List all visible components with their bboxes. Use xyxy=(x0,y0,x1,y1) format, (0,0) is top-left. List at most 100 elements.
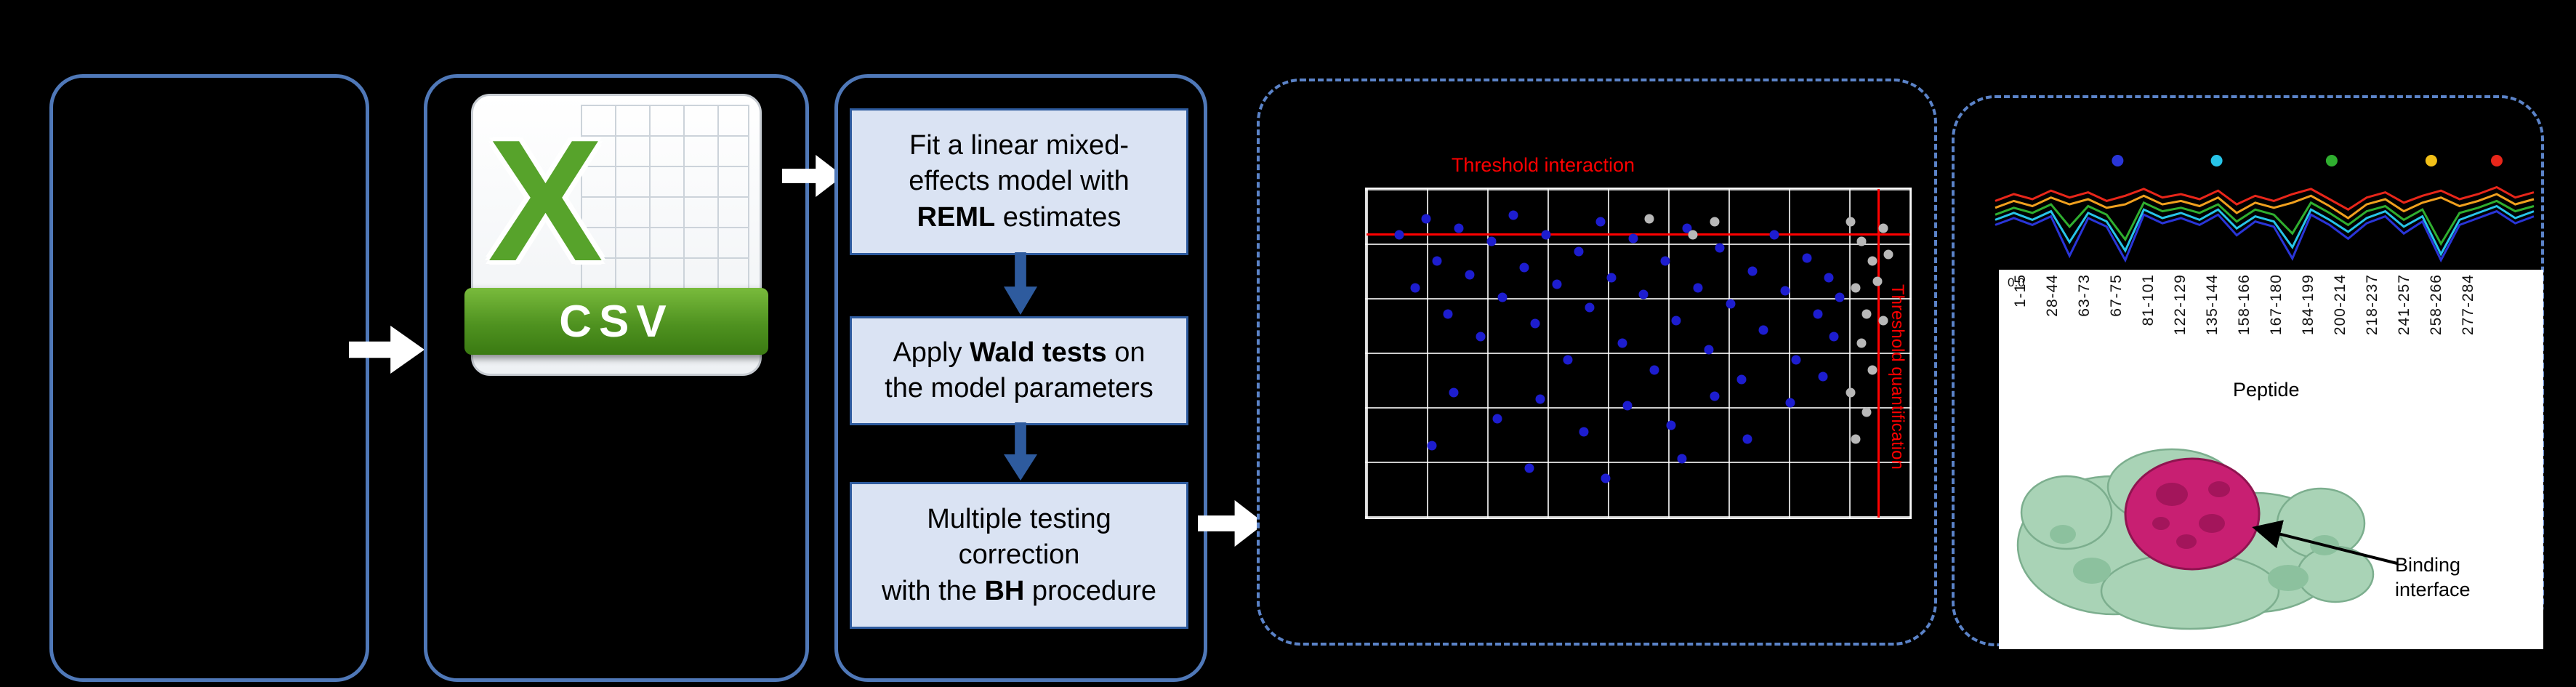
scatter-point-nonsignificant xyxy=(1861,407,1872,417)
scatter-point-significant xyxy=(1552,279,1562,289)
scatter-point-significant xyxy=(1606,273,1617,283)
scatter-point-significant xyxy=(1508,210,1518,220)
down-arrow-icon xyxy=(1004,252,1037,315)
right-arrow-icon xyxy=(1198,500,1265,547)
scatter-point-significant xyxy=(1742,434,1752,444)
binding-interface-region xyxy=(2124,457,2261,571)
peptide-tick-label: 258-266 xyxy=(2428,274,2444,336)
peptide-tick-label: 122-129 xyxy=(2172,274,2189,336)
scatter-point-significant xyxy=(1726,299,1736,309)
scatter-point-nonsignificant xyxy=(1644,214,1654,224)
scatter-point-significant xyxy=(1758,325,1768,335)
scatter-point-significant xyxy=(1519,262,1529,273)
scatter-point-nonsignificant xyxy=(1851,283,1861,293)
deuterium-uptake-chart xyxy=(1995,155,2535,263)
scatter-point-significant xyxy=(1736,374,1747,385)
scatter-point-significant xyxy=(1497,292,1508,302)
peptide-tick-label: 241-257 xyxy=(2396,274,2412,336)
scatter-point-significant xyxy=(1465,270,1475,280)
scatter-point-nonsignificant xyxy=(1872,276,1883,286)
scatter-point-significant xyxy=(1785,398,1795,408)
scatter-point-significant xyxy=(1780,286,1790,296)
scatter-point-significant xyxy=(1443,309,1453,319)
input-data-box xyxy=(49,74,369,682)
uptake-line-cyan xyxy=(1995,204,2535,257)
step-line: procedure xyxy=(1024,575,1157,606)
scatter-point-significant xyxy=(1747,266,1758,276)
peptide-tick-label: 158-166 xyxy=(2236,274,2253,336)
scatter-point-significant xyxy=(1824,273,1834,283)
scatter-point-significant xyxy=(1660,256,1670,266)
scatter-point-nonsignificant xyxy=(1688,230,1698,240)
scatter-point-significant xyxy=(1671,316,1681,326)
csv-export-box: X CSV xyxy=(424,74,809,682)
peptide-tick-label: 200-214 xyxy=(2332,274,2348,336)
step-line: Multiple testing xyxy=(927,503,1111,534)
step-bold: REML xyxy=(917,201,996,233)
uptake-line-orange xyxy=(1995,193,2535,220)
csv-file-icon: X CSV xyxy=(464,94,768,376)
threshold-quantification-label: Threshold quantification xyxy=(1888,284,1907,470)
scatter-point-significant xyxy=(1595,217,1606,227)
csv-banner: CSV xyxy=(464,288,768,355)
step-multiple-testing: Multiple testing correction with the BH … xyxy=(850,482,1188,629)
step-multiple-testing-text: Multiple testing correction with the BH … xyxy=(882,502,1156,609)
step-line: correction xyxy=(958,539,1080,571)
scatter-point-significant xyxy=(1492,414,1502,424)
scatter-point-significant xyxy=(1410,283,1420,293)
down-arrow-icon xyxy=(1004,422,1037,481)
step-line: on xyxy=(1106,337,1146,368)
scatter-point-significant xyxy=(1421,214,1431,224)
peptide-tick-label: 1-15 xyxy=(2012,274,2029,308)
scatter-point-nonsignificant xyxy=(1867,365,1877,375)
scatter-point-significant xyxy=(1449,387,1459,398)
step-bold: BH xyxy=(984,575,1025,606)
step-line: effects model with xyxy=(909,166,1130,197)
scatter-point-significant xyxy=(1802,253,1812,263)
scatter-point-significant xyxy=(1710,391,1720,401)
scatter-point-nonsignificant xyxy=(1861,309,1872,319)
uptake-line-red xyxy=(1995,185,2535,211)
peptide-tick-label: 184-199 xyxy=(2300,274,2317,336)
scatter-point-nonsignificant xyxy=(1856,338,1867,348)
scatter-point-nonsignificant xyxy=(1878,223,1888,233)
scatter-point-significant xyxy=(1638,289,1649,300)
peptide-tick-label: 63-73 xyxy=(2076,274,2093,317)
peptide-tick-label: 135-144 xyxy=(2204,274,2221,336)
scatter-point-significant xyxy=(1524,463,1534,473)
protein-structure-image xyxy=(2016,448,2398,630)
scatter-point-significant xyxy=(1454,223,1464,233)
step-line: Apply xyxy=(893,337,970,368)
scatter-point-significant xyxy=(1601,473,1611,483)
scatter-point-significant xyxy=(1818,371,1828,382)
volcano-plot-box: Threshold interaction Threshold quantifi… xyxy=(1257,79,1937,646)
legend-dot xyxy=(2210,155,2223,166)
scatter-point-significant xyxy=(1622,401,1633,411)
excel-x-logo: X xyxy=(488,105,603,297)
scatter-point-nonsignificant xyxy=(1710,217,1720,227)
volcano-plot: Threshold quantification xyxy=(1365,188,1912,519)
scatter-point-significant xyxy=(1617,338,1627,348)
scatter-point-significant xyxy=(1677,454,1687,464)
scatter-point-significant xyxy=(1535,394,1545,404)
step-bold: Wald tests xyxy=(970,337,1107,368)
legend-dot xyxy=(2325,155,2338,166)
annotation-arrow xyxy=(2252,520,2398,565)
legend-dot xyxy=(2491,155,2503,166)
peptide-tick-label: 277-284 xyxy=(2460,274,2476,336)
legend-dot xyxy=(2425,155,2437,166)
step-line: estimates xyxy=(995,201,1122,233)
scatter-point-significant xyxy=(1835,292,1845,302)
scatter-point-nonsignificant xyxy=(1878,316,1888,326)
step-line: Fit a linear mixed- xyxy=(909,129,1129,161)
scatter-point-nonsignificant xyxy=(1846,217,1856,227)
csv-banner-label: CSV xyxy=(559,296,674,347)
step-fit-model-text: Fit a linear mixed- effects model with R… xyxy=(909,128,1129,236)
scatter-point-significant xyxy=(1530,318,1540,329)
scatter-point-nonsignificant xyxy=(1883,249,1893,260)
uptake-line-blue xyxy=(1995,209,2535,263)
legend-dot xyxy=(2112,155,2124,166)
peptide-tick-label: 218-237 xyxy=(2364,274,2380,336)
uptake-line-green xyxy=(1995,199,2535,246)
